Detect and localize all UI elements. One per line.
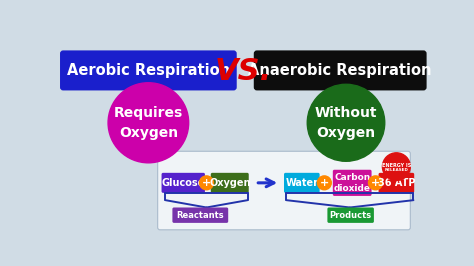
- Text: RELEASED: RELEASED: [384, 168, 408, 172]
- Circle shape: [317, 176, 331, 190]
- Text: VS.: VS.: [214, 57, 272, 86]
- Text: Without
Oxygen: Without Oxygen: [315, 106, 377, 140]
- Text: +: +: [202, 178, 211, 188]
- FancyBboxPatch shape: [333, 170, 372, 196]
- Text: ENERGY IS: ENERGY IS: [382, 163, 411, 168]
- Circle shape: [307, 84, 385, 161]
- Circle shape: [200, 176, 213, 190]
- FancyBboxPatch shape: [379, 173, 414, 193]
- Circle shape: [368, 176, 383, 190]
- Text: Carbon
dioxide: Carbon dioxide: [334, 173, 371, 193]
- Text: +: +: [371, 178, 380, 188]
- FancyBboxPatch shape: [158, 151, 410, 230]
- FancyBboxPatch shape: [328, 207, 374, 223]
- FancyBboxPatch shape: [173, 207, 228, 223]
- Text: +: +: [319, 178, 329, 188]
- FancyBboxPatch shape: [60, 50, 237, 90]
- Circle shape: [108, 83, 189, 163]
- FancyBboxPatch shape: [284, 173, 319, 193]
- FancyBboxPatch shape: [254, 50, 427, 90]
- Text: 36 ATP: 36 ATP: [378, 178, 415, 188]
- Text: Water: Water: [285, 178, 319, 188]
- FancyBboxPatch shape: [162, 173, 205, 193]
- Text: Anaerobic Respiration: Anaerobic Respiration: [248, 63, 432, 78]
- Text: Glucose: Glucose: [162, 178, 205, 188]
- Text: Oxygen: Oxygen: [209, 178, 250, 188]
- FancyBboxPatch shape: [211, 173, 249, 193]
- Text: Aerobic Respiration: Aerobic Respiration: [67, 63, 230, 78]
- Text: Products: Products: [329, 211, 372, 220]
- Circle shape: [383, 153, 410, 181]
- Text: Reactants: Reactants: [176, 211, 224, 220]
- Text: Requires
Oxygen: Requires Oxygen: [114, 106, 183, 140]
